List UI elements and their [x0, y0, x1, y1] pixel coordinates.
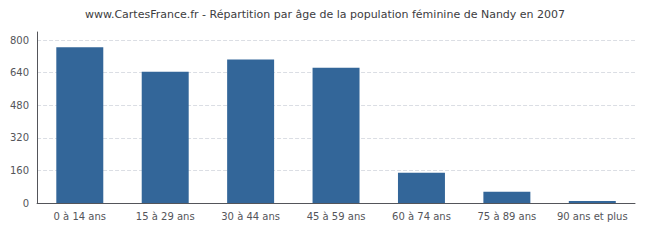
svg-text:45 à 59 ans: 45 à 59 ans [307, 211, 366, 222]
svg-text:0: 0 [23, 198, 29, 209]
svg-text:15 à 29 ans: 15 à 29 ans [136, 211, 195, 222]
svg-text:160: 160 [10, 165, 29, 176]
svg-text:480: 480 [10, 100, 29, 111]
svg-text:320: 320 [10, 132, 29, 143]
svg-text:www.CartesFrance.fr - Répartit: www.CartesFrance.fr - Répartition par âg… [85, 8, 565, 21]
svg-text:640: 640 [10, 67, 29, 78]
svg-text:60 à 74 ans: 60 à 74 ans [392, 211, 451, 222]
svg-text:800: 800 [10, 35, 29, 46]
svg-text:90 ans et plus: 90 ans et plus [557, 211, 628, 222]
svg-text:75 à 89 ans: 75 à 89 ans [477, 211, 536, 222]
svg-text:0 à 14 ans: 0 à 14 ans [54, 211, 106, 222]
svg-text:30 à 44 ans: 30 à 44 ans [221, 211, 280, 222]
